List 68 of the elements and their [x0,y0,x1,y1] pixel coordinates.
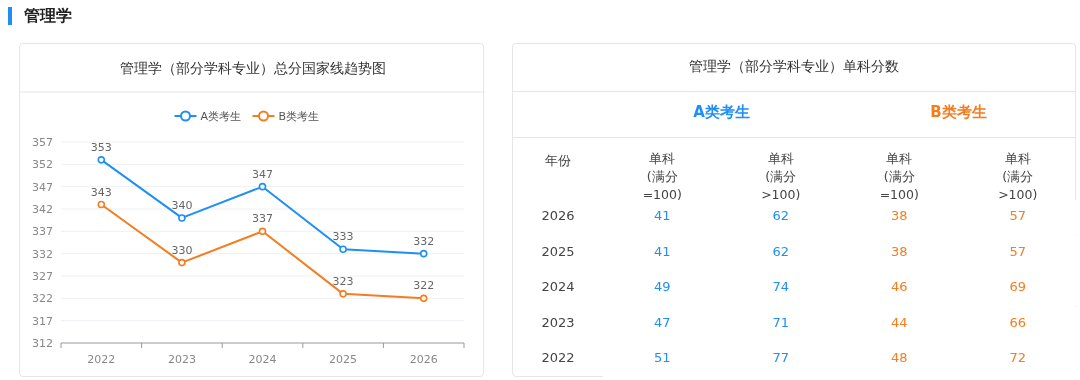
chart-title: 管理学（部分学科专业）总分国家线趋势图 [119,60,386,76]
y-tick-label: 332 [32,247,53,261]
y-tick-label: 2026 [540,208,576,223]
data-label: 333 [332,230,354,244]
y-tick-label: 2025 [540,243,576,259]
x-tick-label: 2022 [87,353,116,366]
data-label: 48 [889,350,909,365]
y-axis-title: 年份 [544,152,572,170]
point [178,258,186,267]
data-label: 41 [652,243,672,259]
point [419,249,428,258]
point [258,182,267,191]
data-label: 353 [90,140,112,154]
y-tick-label: 327 [32,270,53,283]
data-label: 343 [90,185,112,199]
data-label: 340 [171,198,193,212]
data-label: 57 [1008,208,1027,223]
data-label: 72 [1008,350,1027,365]
data-label: 47 [652,314,672,330]
data-label: 38 [889,243,909,259]
point [258,227,267,236]
data-label: 69 [1008,279,1027,294]
data-label: 337 [252,212,273,226]
data-label: 41 [652,208,672,223]
chart-title: 管理学（部分学科专业）单科分数 [688,58,900,76]
x-tick-label: 2025 [329,353,358,366]
cell: 72 [958,342,1077,377]
data-label: 62 [771,208,790,223]
x-tick-label: 2024 [248,353,277,366]
point [97,200,106,209]
legend-label: A类考生 [200,110,242,123]
data-label: 74 [771,279,790,294]
data-label: 332 [413,234,435,248]
data-label: 62 [771,243,790,259]
point [339,290,347,298]
data-label: 38 [889,208,909,223]
text: B类考生 [929,103,988,122]
y-tick-label: 337 [32,225,53,239]
x-tick-label: 2026 [409,353,438,366]
data-label: 330 [171,243,193,257]
y-tick-label: 352 [32,158,53,172]
point [339,245,347,253]
data-label: 44 [889,314,909,330]
y-tick-label: 2024 [540,279,576,294]
x-tick-label: 2023 [167,353,196,366]
data-label: 71 [771,314,790,330]
y-tick-label: 357 [32,136,53,149]
point [419,294,428,303]
y-tick-label: 347 [32,180,53,194]
text: 管理学 [24,5,72,27]
data-label: 66 [1008,314,1027,330]
data-label: 323 [332,274,354,288]
data-label: 347 [252,167,273,181]
legend-label: B类考生 [278,110,320,123]
text: A类考生 [692,103,751,122]
data-label: 49 [652,279,672,294]
data-label: 57 [1008,243,1027,259]
y-tick-label: 322 [32,292,53,306]
data-label: 77 [771,350,790,365]
data-label: 51 [652,350,672,365]
point [178,214,186,222]
data-label: 322 [413,279,435,293]
point [97,156,106,164]
y-tick-label: 312 [32,337,53,350]
y-tick-label: 2023 [540,314,576,330]
y-tick-label: 342 [32,203,53,216]
data-label: 46 [889,279,909,294]
y-tick-label: 317 [32,314,53,328]
